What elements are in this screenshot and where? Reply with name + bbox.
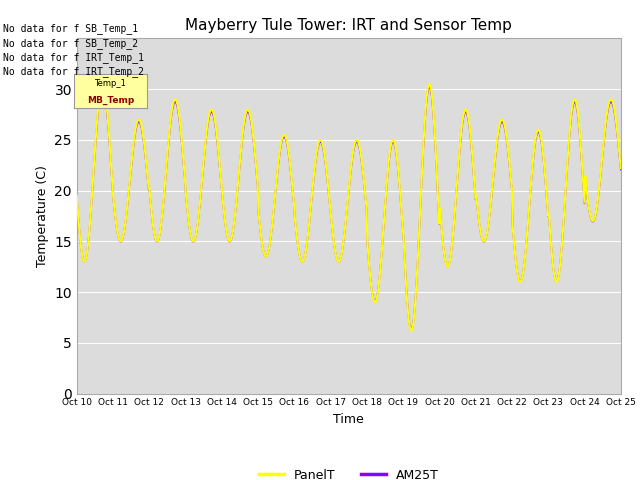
AM25T [73, 194, 81, 200]
Y-axis label: Temperature (C): Temperature (C) [36, 165, 49, 267]
AM25T [617, 167, 625, 172]
AM25T [408, 327, 415, 333]
AM25T [223, 234, 231, 240]
AM25T [417, 205, 424, 211]
X-axis label: Time: Time [333, 413, 364, 426]
Text: No data for f IRT_Temp_1: No data for f IRT_Temp_1 [3, 52, 144, 63]
AM25T [433, 159, 440, 165]
PanelT [617, 165, 625, 171]
AM25T [140, 136, 147, 142]
PanelT [73, 193, 81, 199]
Legend: PanelT, AM25T: PanelT, AM25T [254, 464, 444, 480]
PanelT [195, 213, 202, 218]
AM25T [195, 213, 202, 219]
Text: MB_Temp: MB_Temp [87, 96, 134, 105]
PanelT [83, 252, 90, 258]
Line: PanelT: PanelT [77, 84, 621, 331]
PanelT [433, 157, 440, 163]
PanelT [223, 233, 231, 239]
Text: No data for f SB_Temp_2: No data for f SB_Temp_2 [3, 37, 138, 48]
Text: No data for f IRT_Temp_2: No data for f IRT_Temp_2 [3, 66, 144, 77]
Text: Temp_1: Temp_1 [95, 79, 126, 88]
PanelT [140, 134, 147, 140]
Text: No data for f SB_Temp_1: No data for f SB_Temp_1 [3, 23, 138, 34]
PanelT [417, 204, 424, 210]
Title: Mayberry Tule Tower: IRT and Sensor Temp: Mayberry Tule Tower: IRT and Sensor Temp [186, 18, 512, 33]
AM25T [99, 84, 106, 90]
Line: AM25T: AM25T [77, 87, 621, 330]
AM25T [83, 252, 90, 258]
PanelT [99, 81, 106, 87]
PanelT [408, 328, 415, 334]
